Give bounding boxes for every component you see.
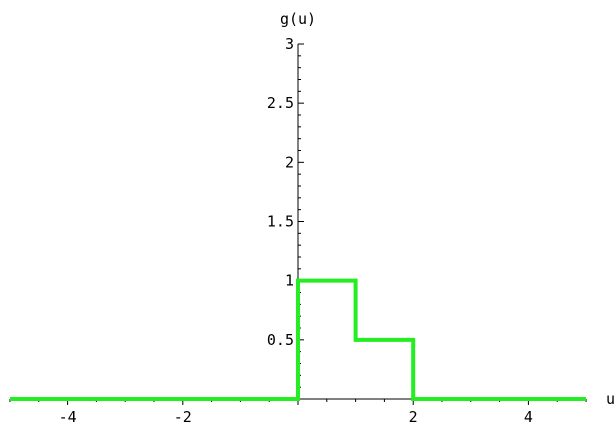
series-layer	[10, 278, 586, 401]
x-axis: -4 -2 2 4 u	[9, 390, 615, 426]
x-ticks: -4 -2 2 4	[9, 399, 587, 426]
y-tick-label: 1	[285, 272, 294, 290]
y-tick-label: 3	[285, 35, 294, 53]
x-tick-label: -4	[59, 408, 77, 426]
x-tick-label: -2	[174, 408, 192, 426]
y-axis-label: g(u)	[280, 10, 316, 28]
y-tick-label: 0.5	[267, 331, 294, 349]
x-tick-label: 4	[524, 408, 533, 426]
series-line	[10, 278, 586, 401]
x-tick-label: 2	[409, 408, 418, 426]
y-tick-label: 1.5	[267, 213, 294, 231]
y-tick-label: 2.5	[267, 94, 294, 112]
x-axis-label: u	[606, 390, 615, 408]
y-ticks: 0.5 1 1.5 2 2.5 3	[267, 35, 304, 388]
y-axis: 0.5 1 1.5 2 2.5 3 g(u)	[267, 10, 316, 399]
y-tick-label: 2	[285, 153, 294, 171]
